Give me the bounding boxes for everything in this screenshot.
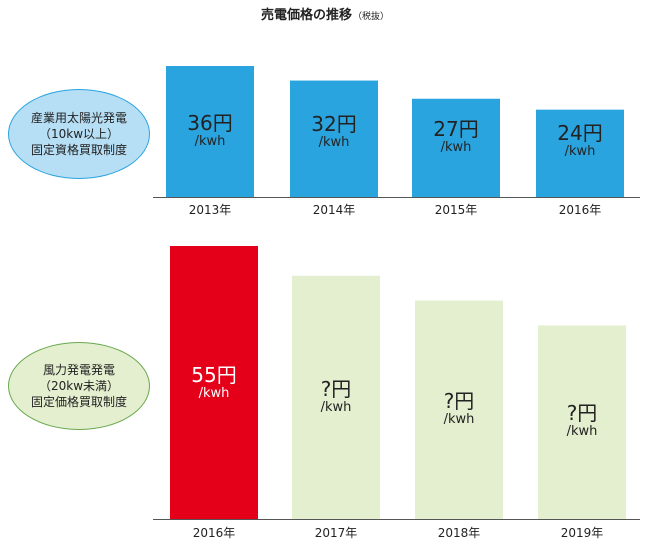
wind-value-label-1: 55円 (191, 363, 236, 387)
solar-tick-label-4: 2016年 (559, 203, 602, 217)
solar-bar-4 (536, 109, 624, 197)
chart-title-main: 売電価格の推移 (260, 8, 352, 23)
wind-unit-label-3: /kwh (444, 412, 475, 427)
wind-label-line-3: 固定価格買取制度 (30, 395, 127, 409)
solar-bar-1 (166, 66, 254, 197)
wind-tick-label-4: 2019年 (561, 526, 604, 540)
wind-unit-label-1: /kwh (199, 386, 230, 401)
solar-value-label-2: 32円 (311, 112, 356, 136)
solar-tick-label-1: 2013年 (189, 203, 232, 217)
wind-tick-label-3: 2018年 (438, 526, 481, 540)
wind-tick-label-1: 2016年 (193, 526, 236, 540)
solar-value-label-1: 36円 (187, 111, 232, 135)
wind-panel-label: 風力発電発電 （20kw未満） 固定価格買取制度 (8, 342, 150, 430)
solar-value-label-4: 24円 (557, 121, 602, 145)
solar-value-label-3: 27円 (433, 117, 478, 141)
solar-label-line-1: 産業用太陽光発電 (30, 111, 127, 125)
solar-label-line-2: （10kw以上） (38, 127, 120, 141)
solar-bar-3 (412, 98, 500, 197)
wind-label-line-2: （20kw未満） (38, 379, 120, 393)
wind-unit-label-4: /kwh (567, 424, 598, 439)
wind-bar-2 (292, 275, 380, 519)
wind-label-line-1: 風力発電発電 (42, 363, 115, 377)
wind-value-label-3: ?円 (444, 389, 475, 413)
solar-bar-2 (290, 80, 378, 197)
solar-panel-label: 産業用太陽光発電 （10kw以上） 固定資格買取制度 (8, 89, 150, 179)
wind-value-label-2: ?円 (321, 377, 352, 401)
wind-tick-label-2: 2017年 (315, 526, 358, 540)
chart-title: 売電価格の推移（税抜） (0, 4, 650, 23)
chart-title-note: （税抜） (353, 12, 390, 22)
solar-unit-label-2: /kwh (319, 135, 350, 150)
wind-unit-label-2: /kwh (321, 400, 352, 415)
solar-unit-label-4: /kwh (565, 144, 596, 159)
solar-tick-label-3: 2015年 (435, 203, 478, 217)
wind-bar-1 (170, 246, 258, 519)
wind-bar-4 (538, 325, 626, 519)
solar-unit-label-3: /kwh (441, 140, 472, 155)
wind-bar-3 (415, 300, 503, 519)
wind-value-label-4: ?円 (567, 401, 598, 425)
solar-label-line-3: 固定資格買取制度 (30, 143, 127, 157)
solar-tick-label-2: 2014年 (313, 203, 356, 217)
solar-unit-label-1: /kwh (195, 134, 226, 149)
